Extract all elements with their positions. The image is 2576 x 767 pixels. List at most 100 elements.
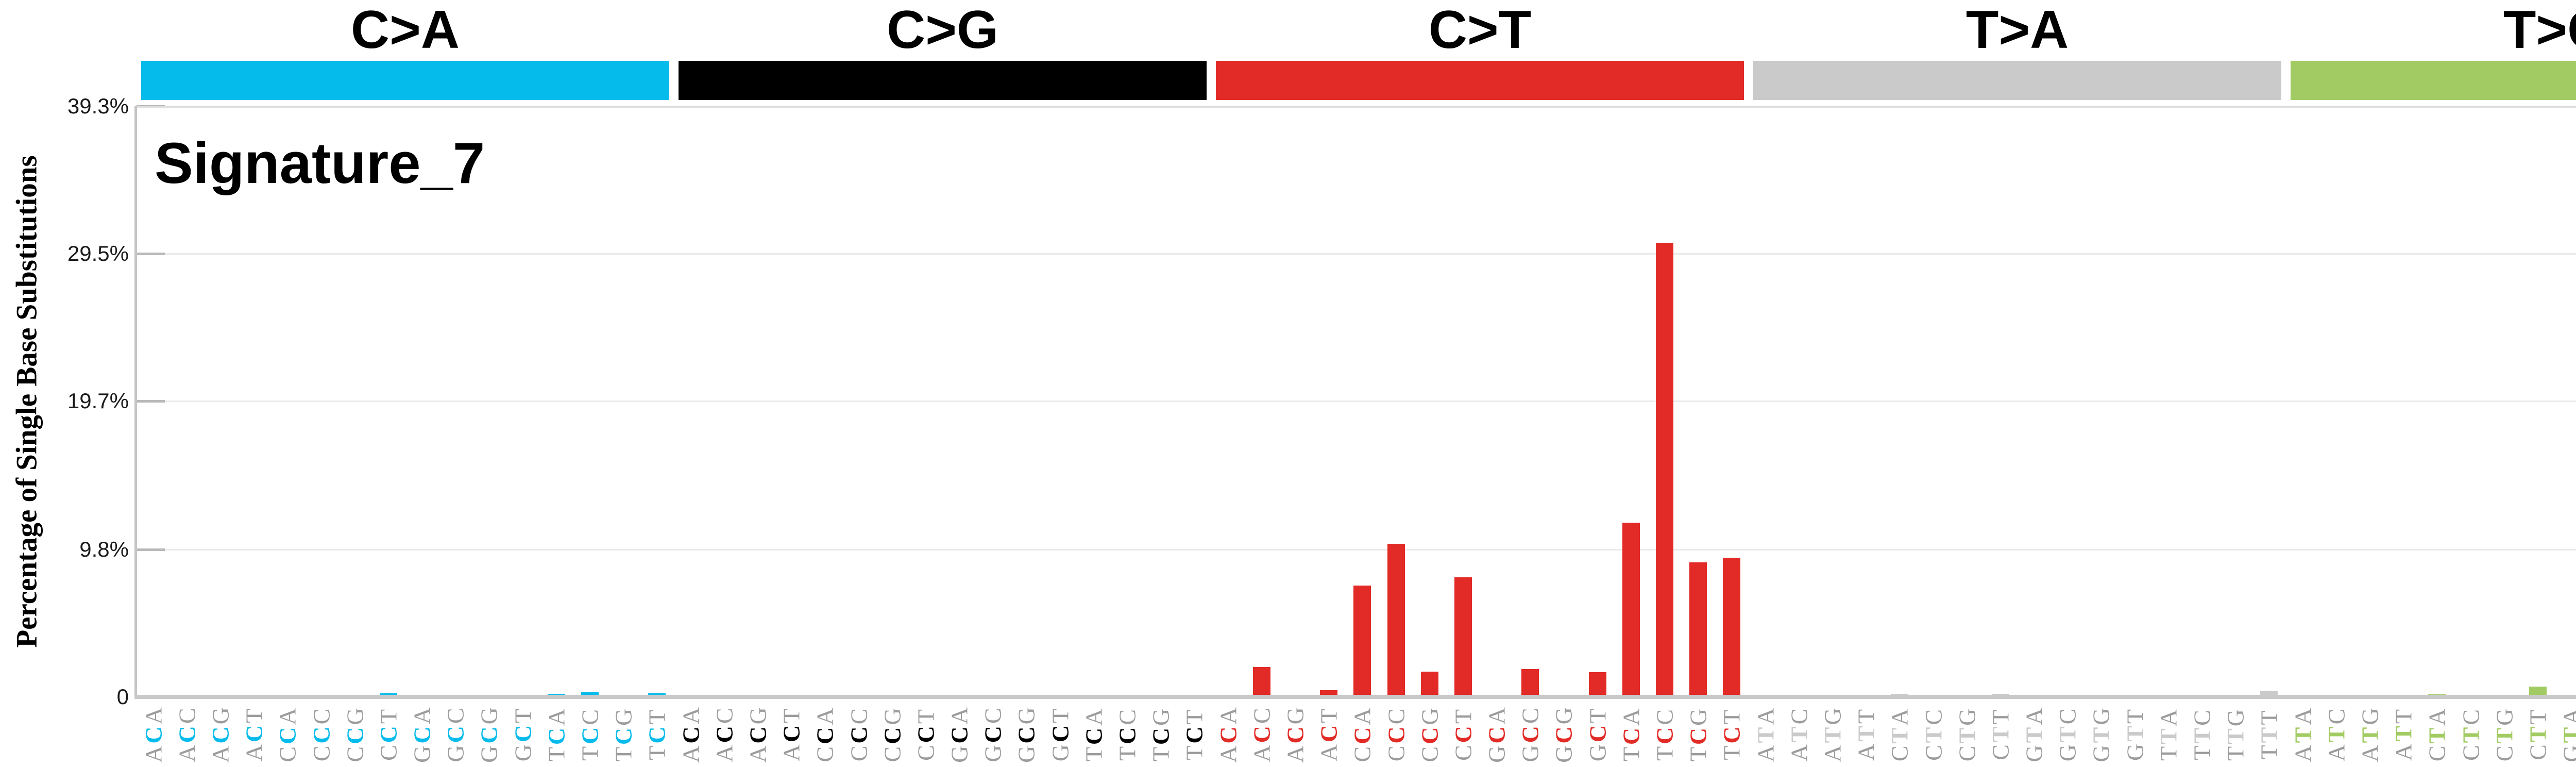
x-tick-label: GTA xyxy=(2558,706,2576,762)
x-tick-label: GTT xyxy=(2122,707,2148,761)
x-tick-label: GCT xyxy=(510,706,536,762)
x-tick-label: CTT xyxy=(2524,708,2551,760)
x-axis-line xyxy=(134,695,2576,699)
x-tick-label: ACT xyxy=(778,706,805,762)
x-tick-label: GTA xyxy=(2021,706,2047,762)
y-tick-mark xyxy=(137,399,165,403)
x-tick-label: TCT xyxy=(1718,708,1745,760)
x-tick-label: CCG xyxy=(879,706,906,762)
x-tick-label: ACG xyxy=(744,705,771,763)
x-tick-label: CCC xyxy=(308,706,335,762)
x-tick-label: GCA xyxy=(1483,705,1510,763)
x-tick-label: TCG xyxy=(610,706,637,762)
x-tick-label: CTA xyxy=(2424,706,2450,762)
y-tick-label: 0 xyxy=(116,685,129,709)
x-tick-label: ACC xyxy=(711,706,738,762)
x-tick-label: GCA xyxy=(946,705,973,763)
x-tick-label: ACG xyxy=(207,705,234,763)
x-tick-label: CTC xyxy=(2458,707,2484,761)
x-tick-label: CCT xyxy=(375,707,402,761)
x-tick-label: CCC xyxy=(1383,706,1410,762)
mutation-type-band xyxy=(1753,61,2281,100)
bar-TCG-C>T xyxy=(1689,562,1707,697)
mutation-type-band xyxy=(1216,61,1744,100)
bar-ACC-C>T xyxy=(1252,667,1270,697)
mutation-type-band xyxy=(2291,61,2576,100)
x-tick-label: TCC xyxy=(1114,707,1141,761)
x-tick-label: TTG xyxy=(2222,707,2249,761)
x-tick-label: TTA xyxy=(2155,707,2182,761)
x-tick-label: ATG xyxy=(1819,706,1846,762)
x-tick-label: CCT xyxy=(912,707,939,761)
x-tick-label: TCT xyxy=(1181,708,1208,760)
x-tick-label: ATT xyxy=(2390,707,2417,761)
x-tick-label: ACA xyxy=(677,705,704,763)
bar-CCA-C>T xyxy=(1353,586,1371,697)
x-tick-label: CCA xyxy=(1349,706,1376,762)
x-tick-label: CTC xyxy=(1920,707,1947,761)
x-tick-label: GCC xyxy=(1517,706,1544,762)
x-tick-label: GCA xyxy=(409,705,435,763)
x-tick-label: ACA xyxy=(1215,705,1242,763)
mutation-type-band xyxy=(679,61,1207,100)
x-tick-label: GCG xyxy=(476,705,502,763)
x-tick-label: TCT xyxy=(643,708,670,760)
x-tick-label: ATA xyxy=(2290,706,2316,762)
x-tick-label: ACA xyxy=(140,705,167,763)
x-tick-label: GCG xyxy=(1550,705,1577,763)
gridline xyxy=(137,253,2576,255)
x-tick-label: TCG xyxy=(1685,706,1711,762)
x-tick-label: CCT xyxy=(1450,707,1477,761)
group-header-label: T>C xyxy=(2503,0,2576,60)
x-tick-label: CTA xyxy=(1886,706,1913,762)
x-tick-label: TCC xyxy=(1651,707,1678,761)
y-tick-label: 39.3% xyxy=(67,94,129,118)
x-tick-label: GCT xyxy=(1584,706,1611,762)
x-tick-label: ATC xyxy=(1786,706,1812,762)
x-tick-label: TCG xyxy=(1147,706,1174,762)
bar-GCC-C>T xyxy=(1521,669,1539,697)
group-header-label: C>A xyxy=(351,0,460,60)
gridline xyxy=(137,400,2576,402)
y-tick-mark xyxy=(137,548,165,552)
plot-border-top xyxy=(134,106,2576,108)
x-tick-label: GCT xyxy=(1047,706,1074,762)
x-tick-label: GCC xyxy=(979,706,1006,762)
mutation-type-band xyxy=(141,61,669,100)
y-tick-label: 29.5% xyxy=(67,241,129,265)
x-tick-label: CCC xyxy=(845,706,872,762)
bar-TCA-C>T xyxy=(1622,523,1640,697)
group-header-label: C>T xyxy=(1428,0,1532,60)
x-tick-label: GCC xyxy=(442,706,469,762)
x-tick-label: CCG xyxy=(342,706,368,762)
bar-GCT-C>T xyxy=(1588,672,1606,697)
x-tick-label: CTT xyxy=(1987,708,2014,760)
x-tick-label: ATG xyxy=(2357,706,2383,762)
x-tick-label: CCA xyxy=(274,706,301,762)
x-tick-label: ACC xyxy=(1248,706,1275,762)
x-tick-label: ACT xyxy=(241,706,267,762)
x-tick-label: GTG xyxy=(2088,706,2114,762)
x-tick-label: CCG xyxy=(1416,706,1443,762)
y-axis-title: Percentage of Single Base Substitutions xyxy=(10,155,43,648)
page-title: Signature_7 xyxy=(155,131,485,195)
y-tick-mark xyxy=(137,252,165,255)
group-header-label: T>A xyxy=(1965,0,2069,60)
gridline xyxy=(137,549,2576,551)
x-tick-label: ACC xyxy=(174,706,200,762)
x-tick-label: TCA xyxy=(1080,706,1107,762)
bar-TCC-C>A xyxy=(581,692,599,697)
group-header-label: C>G xyxy=(887,0,998,60)
x-tick-label: GTC xyxy=(2054,706,2081,762)
bar-TCC-C>T xyxy=(1656,243,1674,697)
bar-CCG-C>T xyxy=(1420,672,1438,697)
y-tick-label: 19.7% xyxy=(67,388,129,413)
x-tick-label: ATT xyxy=(1853,707,1879,761)
bar-CCC-C>T xyxy=(1387,544,1405,697)
x-tick-label: CTG xyxy=(2491,706,2518,762)
x-tick-label: TCC xyxy=(577,707,603,761)
x-tick-label: TCA xyxy=(543,706,570,762)
y-tick-label: 9.8% xyxy=(79,537,129,562)
x-tick-label: ACT xyxy=(1315,706,1342,762)
